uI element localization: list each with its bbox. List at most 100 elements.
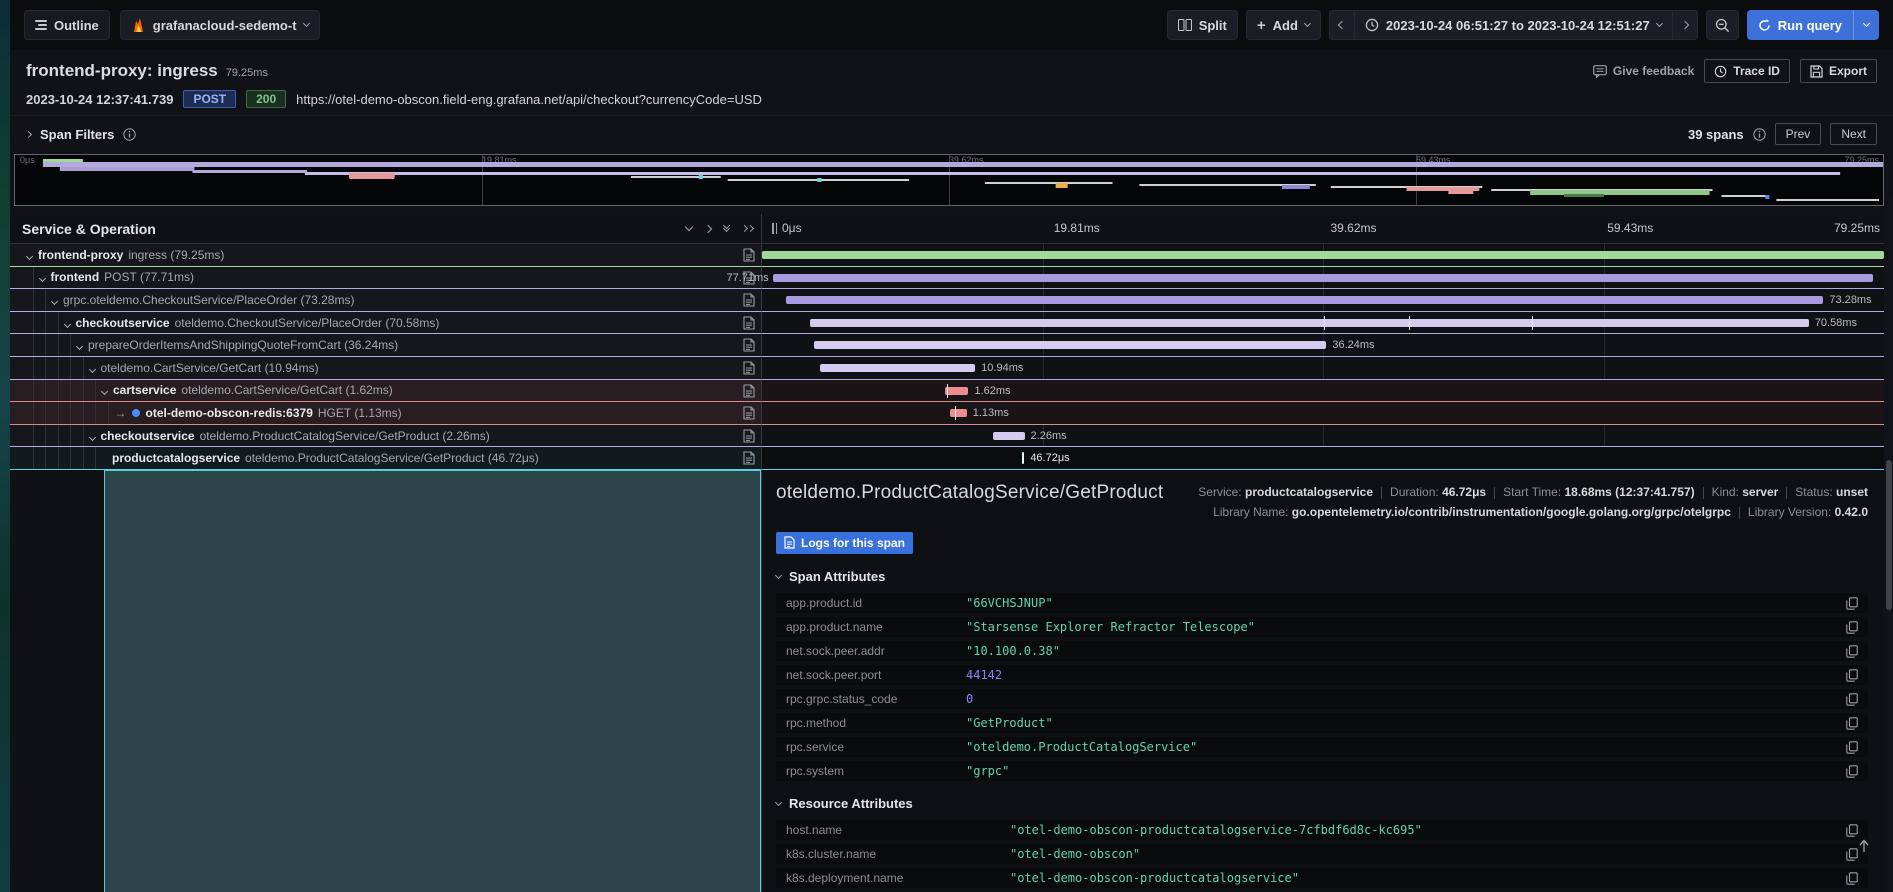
collapse-chevron-icon[interactable]: [88, 429, 96, 443]
time-range-picker[interactable]: 2023-10-24 06:51:27 to 2023-10-24 12:51:…: [1353, 10, 1672, 40]
span-duration-bar[interactable]: [1022, 452, 1025, 465]
span-row-name[interactable]: oteldemo.CartService/GetCart (10.94ms): [10, 356, 762, 380]
span-duration-bar[interactable]: [992, 431, 1025, 440]
span-row-timeline[interactable]: 1.13ms: [762, 402, 1884, 425]
copy-icon[interactable]: [1846, 848, 1858, 861]
span-row-name[interactable]: frontend-proxy ingress (79.25ms): [10, 244, 762, 267]
span-duration-bar[interactable]: [810, 318, 1809, 327]
copy-icon[interactable]: [1846, 872, 1858, 885]
collapse-chevron-icon[interactable]: [63, 316, 71, 330]
span-logs-icon[interactable]: [743, 406, 755, 423]
span-row[interactable]: → otel-demo-obscon-redis:6379 HGET (1.13ms…: [10, 402, 1893, 425]
copy-icon[interactable]: [1846, 693, 1858, 706]
collapse-chevron-icon[interactable]: [100, 383, 109, 397]
copy-icon[interactable]: [1846, 717, 1858, 730]
run-query-caret[interactable]: [1853, 10, 1879, 40]
collapse-one-icon[interactable]: [684, 222, 694, 232]
span-row-name[interactable]: grpc.oteldemo.CheckoutService/PlaceOrder…: [10, 289, 762, 312]
run-query-button[interactable]: Run query: [1746, 10, 1879, 40]
collapse-chevron-icon[interactable]: [50, 293, 59, 307]
collapse-chevron-icon[interactable]: [38, 270, 46, 284]
span-row-name[interactable]: productcatalogservice oteldemo.ProductCat…: [10, 447, 762, 470]
span-logs-icon[interactable]: [743, 384, 755, 401]
datasource-picker[interactable]: grafanacloud-sedemo-t: [119, 10, 320, 40]
span-duration-bar[interactable]: [813, 341, 1327, 350]
span-row-name[interactable]: checkoutservice oteldemo.ProductCatalogSe…: [10, 424, 762, 448]
copy-icon[interactable]: [1846, 597, 1858, 610]
add-button[interactable]: + Add: [1245, 10, 1321, 40]
span-row[interactable]: frontend-proxy ingress (79.25ms): [10, 244, 1893, 267]
span-duration-bar[interactable]: [950, 409, 967, 418]
attribute-section-header[interactable]: Resource Attributes: [774, 796, 1868, 811]
span-logs-icon[interactable]: [743, 293, 755, 310]
span-logs-icon[interactable]: [743, 338, 755, 355]
span-logs-icon[interactable]: [743, 451, 755, 468]
copy-icon[interactable]: [1846, 645, 1858, 658]
next-span-button[interactable]: Next: [1830, 123, 1877, 145]
span-row[interactable]: prepareOrderItemsAndShippingQuoteFromCar…: [10, 334, 1893, 357]
logs-for-span-button[interactable]: Logs for this span: [776, 531, 914, 554]
span-row-name[interactable]: cartservice oteldemo.CartService/GetCart …: [10, 379, 762, 403]
span-row-timeline[interactable]: 36.24ms: [762, 334, 1884, 357]
span-row-timeline[interactable]: 77.71ms: [726, 267, 1884, 290]
span-row-timeline[interactable]: 70.58ms: [762, 312, 1884, 335]
attribute-section-header[interactable]: Span Attributes: [774, 569, 1868, 584]
span-row-name[interactable]: → otel-demo-obscon-redis:6379 HGET (1.13ms…: [10, 402, 762, 425]
copy-icon[interactable]: [1846, 669, 1858, 682]
span-row[interactable]: checkoutservice oteldemo.ProductCatalogSe…: [10, 424, 1893, 448]
zoom-out-button[interactable]: [1705, 10, 1739, 40]
span-row-timeline[interactable]: 73.28ms: [762, 289, 1884, 312]
span-row[interactable]: frontend POST (77.71ms) 77.71ms: [10, 266, 1893, 290]
collapse-all-icon[interactable]: [722, 221, 731, 233]
span-row[interactable]: productcatalogservice oteldemo.ProductCat…: [10, 447, 1893, 470]
span-logs-icon[interactable]: [743, 248, 755, 265]
span-logs-icon[interactable]: [743, 316, 755, 333]
scrollbar-thumb[interactable]: [1886, 460, 1892, 610]
copy-icon[interactable]: [1846, 621, 1858, 634]
span-row[interactable]: oteldemo.CartService/GetCart (10.94ms) 10…: [10, 356, 1893, 380]
span-row-timeline[interactable]: 10.94ms: [762, 357, 1884, 380]
chevron-right-icon[interactable]: [24, 130, 33, 138]
export-button[interactable]: Export: [1799, 59, 1877, 83]
time-back-button[interactable]: [1328, 10, 1354, 40]
prev-span-button[interactable]: Prev: [1774, 123, 1822, 145]
split-button[interactable]: Split: [1166, 10, 1238, 40]
span-logs-icon[interactable]: [743, 429, 755, 446]
span-row-timeline[interactable]: [762, 244, 1884, 267]
span-duration-bar[interactable]: [820, 363, 976, 372]
trace-id-button[interactable]: Trace ID: [1704, 59, 1790, 83]
span-row[interactable]: checkoutservice oteldemo.CheckoutService/…: [10, 311, 1893, 335]
outline-button[interactable]: Outline: [24, 10, 110, 40]
give-feedback-link[interactable]: Give feedback: [1593, 64, 1694, 78]
span-duration-bar[interactable]: [945, 386, 969, 395]
span-row-name[interactable]: prepareOrderItemsAndShippingQuoteFromCar…: [10, 334, 762, 357]
copy-icon[interactable]: [1846, 741, 1858, 754]
span-logs-icon[interactable]: [743, 271, 755, 288]
expand-all-icon[interactable]: [740, 224, 755, 233]
span-row-name[interactable]: frontend POST (77.71ms): [10, 266, 762, 290]
span-row-name[interactable]: checkoutservice oteldemo.CheckoutService/…: [10, 311, 762, 335]
span-row-timeline[interactable]: 1.62ms: [762, 379, 1884, 403]
column-resize-handle[interactable]: [772, 223, 777, 234]
collapse-chevron-icon[interactable]: [88, 361, 96, 375]
span-duration-bar[interactable]: [762, 251, 1884, 259]
collapse-chevron-icon[interactable]: [25, 248, 34, 262]
copy-icon[interactable]: [1846, 765, 1858, 778]
scroll-up-icon[interactable]: [1858, 839, 1870, 856]
span-row[interactable]: cartservice oteldemo.CartService/GetCart …: [10, 379, 1893, 403]
span-row-timeline[interactable]: 46.72μs: [762, 447, 1884, 470]
expand-one-icon[interactable]: [703, 224, 713, 233]
span-duration-bar[interactable]: [772, 273, 1874, 282]
time-forward-button[interactable]: [1671, 10, 1698, 40]
comment-icon: [1593, 64, 1607, 78]
span-filters-label[interactable]: Span Filters: [40, 126, 115, 142]
vertical-scrollbar[interactable]: [1884, 196, 1893, 892]
collapse-chevron-icon[interactable]: [75, 338, 84, 352]
span-row-timeline[interactable]: 2.26ms: [762, 425, 1884, 448]
tree-indent-guide: [95, 447, 96, 469]
span-row[interactable]: grpc.oteldemo.CheckoutService/PlaceOrder…: [10, 289, 1893, 312]
copy-icon[interactable]: [1846, 824, 1858, 837]
span-logs-icon[interactable]: [743, 361, 755, 378]
span-duration-bar[interactable]: [785, 296, 1824, 305]
trace-minimap[interactable]: 0μs 19.81ms 39.62ms 59.43ms 79.25ms: [14, 154, 1884, 206]
